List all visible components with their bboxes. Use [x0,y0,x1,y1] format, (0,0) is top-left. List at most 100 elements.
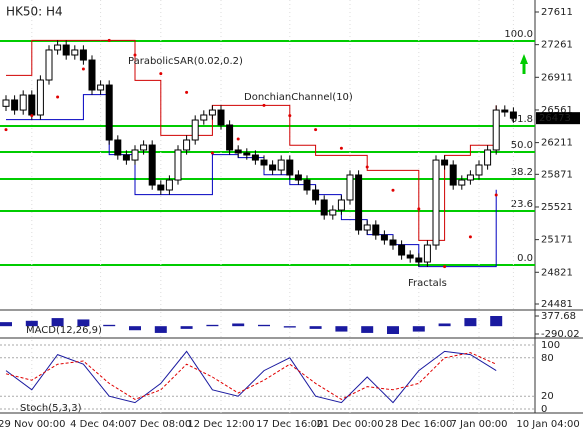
x-tick-label: 7 Jan 00:00 [451,419,508,430]
candle-body [243,152,251,156]
macd-bar [180,326,193,329]
y-tick-label: 27611 [541,7,573,18]
y-tick-label: 26211 [541,138,573,149]
sar-dot [107,38,111,42]
fib-label: 100.0 [504,29,533,40]
macd-bar [77,319,90,327]
candle-body [45,49,53,81]
candle-body [286,159,294,176]
candle-body [449,164,457,186]
candle-body [432,159,440,246]
macd-bar [103,324,116,327]
candle-body [97,84,105,91]
candle-body [54,44,62,51]
candle-body [131,149,139,161]
candle-body [234,149,242,154]
candle-body [406,254,414,259]
sar-dot [391,188,395,192]
macd-bar [283,326,296,328]
last-price-label: 26473 [539,113,571,124]
y-tick-label: 25871 [541,169,573,180]
sar-dot [159,72,163,76]
candle-body [148,144,156,186]
sar-dot [339,146,343,150]
y-tick-label: 26561 [541,105,573,116]
candle-body [303,179,311,191]
candle-body [501,109,509,113]
candle-body [355,174,363,231]
macd-bar [206,324,219,327]
macd-title: MACD(12,26,9) [26,325,102,336]
candle-body [140,144,148,151]
candle-body [122,154,130,161]
candle-body [260,159,268,166]
macd-bar [412,326,425,332]
sar-dot [210,151,214,155]
fib-label: 0.0 [517,253,533,264]
candle-body [36,79,44,116]
x-tick-label: 7 Dec 08:00 [130,419,191,430]
stoch-main [5,350,497,404]
candle-body [372,224,380,236]
stoch-tick-label: 80 [541,353,554,364]
fib-label: 23.6 [511,199,533,210]
macd-bar [309,326,322,329]
candle-body [509,111,517,119]
last-price-box [536,112,580,125]
sar-dot [314,128,318,132]
sar-dot [30,114,34,118]
chart-title: HK50: H4 [6,5,63,19]
x-tick-label: 10 Jan 04:00 [516,419,579,430]
x-tick-label: 29 Nov 00:00 [0,419,66,430]
macd-tick-label: -290.02 [541,329,580,340]
macd-bar [232,323,245,327]
candle-body [475,164,483,176]
candle-body [269,164,277,171]
candle-body [398,244,406,256]
fib-label: 61.8 [511,114,533,125]
y-tick-label: 27261 [541,40,573,51]
candle-body [183,139,191,151]
sar-dot [365,165,369,169]
macd-bar [154,326,167,333]
candle-body [174,149,182,181]
candle-body [2,99,10,107]
y-tick-label: 26911 [541,72,573,83]
sar-dot [185,90,189,94]
macd-bar [258,324,270,327]
macd-bar [0,322,12,327]
candle-body [71,49,79,56]
candle-body [200,114,208,121]
macd-bar [25,320,38,327]
x-tick-label: 28 Dec 16:00 [385,419,452,430]
donchian-label: DonchianChannel(10) [244,92,353,103]
candle-body [294,174,302,181]
candle-body [363,224,371,231]
candle-body [312,189,320,201]
y-tick-label: 24821 [541,267,573,278]
sar-dot [236,137,240,141]
candle-body [11,99,19,111]
macd-bar [464,318,477,327]
candle-body [337,199,345,211]
candle-body [441,159,449,166]
fractals-label: Fractals [408,278,447,289]
macd-bar [51,318,64,327]
sar-dot [262,103,266,107]
candle-body [458,179,466,186]
candle-body [105,84,113,141]
candle-body [380,234,388,241]
candle-body [79,49,87,61]
sar-dot [133,53,137,57]
candle-body [226,124,234,151]
macd-bar [438,323,451,327]
macd-bar [129,326,141,331]
candle-body [277,159,285,171]
candle-body [19,94,27,111]
candle-body [165,179,173,191]
candle-body [389,239,397,246]
sar-dot [288,114,292,118]
candle-body [62,44,70,56]
candle-body [492,109,500,151]
